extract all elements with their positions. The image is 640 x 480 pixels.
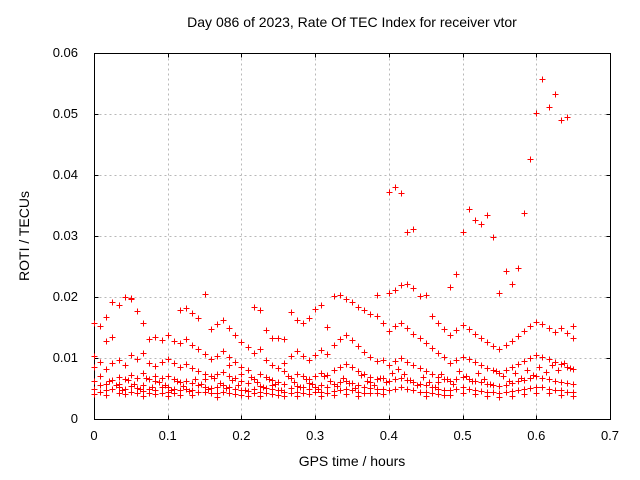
- y-tick-label: 0.04: [52, 167, 78, 182]
- x-axis-label: GPS time / hours: [298, 453, 406, 469]
- x-tick-label: 0.7: [600, 428, 620, 443]
- x-tick-label: 0.4: [379, 428, 398, 443]
- chart-title: Day 086 of 2023, Rate Of TEC Index for r…: [187, 14, 517, 30]
- y-tick-label: 0.01: [52, 350, 78, 365]
- y-tick-label: 0.02: [52, 289, 78, 304]
- x-tick-label: 0: [90, 428, 98, 443]
- x-tick-label: 0.6: [527, 428, 546, 443]
- scatter-points: [91, 76, 577, 401]
- x-tick-label: 0.5: [453, 428, 472, 443]
- x-tick-label: 0.2: [232, 428, 251, 443]
- y-tick-label: 0.06: [52, 45, 78, 60]
- y-tick-label: 0: [70, 411, 78, 426]
- x-tick-label: 0.1: [158, 428, 177, 443]
- x-tick-label: 0.3: [306, 428, 325, 443]
- y-tick-label: 0.03: [52, 228, 78, 243]
- y-tick-label: 0.05: [52, 106, 78, 121]
